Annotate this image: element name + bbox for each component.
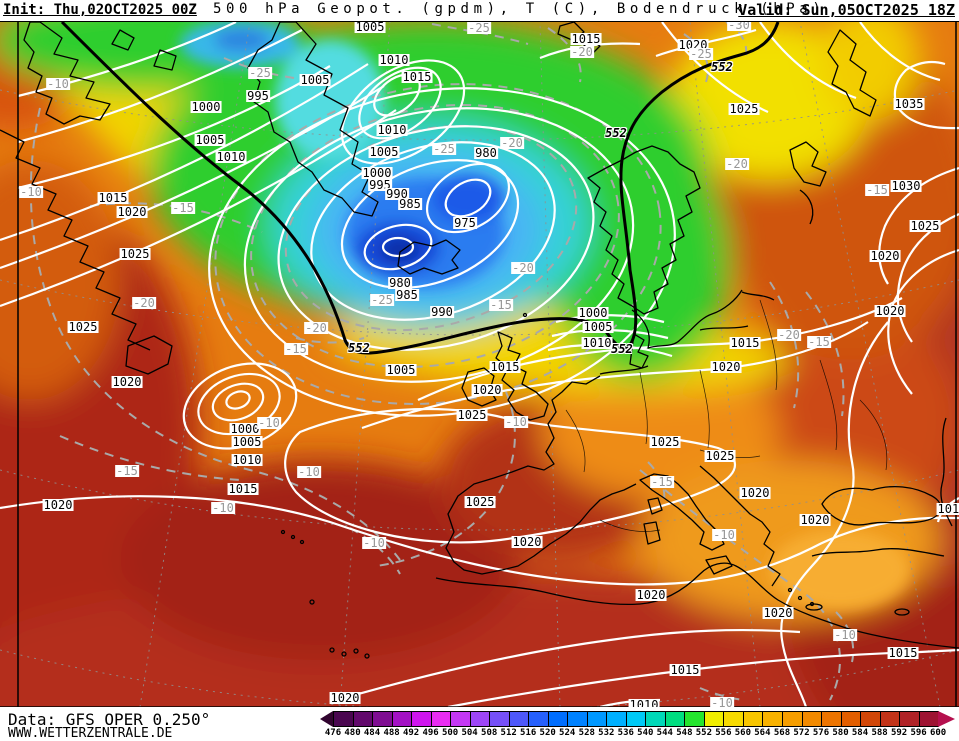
colorbar-segment bbox=[840, 711, 861, 727]
colorbar-segment bbox=[489, 711, 510, 727]
colorbar-value: 592 bbox=[890, 728, 908, 738]
colorbar-segment bbox=[625, 711, 647, 727]
colorbar-segment bbox=[372, 711, 393, 727]
map-title: 500 hPa Geopot. (gpdm), T (C), Bodendruc… bbox=[213, 1, 826, 17]
colorbar-segment bbox=[528, 711, 549, 727]
colorbar-value: 552 bbox=[695, 728, 713, 738]
colorbar-segment bbox=[801, 711, 822, 727]
colorbar-segment bbox=[567, 711, 588, 727]
colorbar-segment bbox=[742, 711, 764, 727]
colorbar-segment bbox=[782, 711, 803, 727]
colorbar-segment bbox=[664, 711, 686, 727]
colorbar-segment bbox=[411, 711, 432, 727]
colorbar-value: 556 bbox=[715, 728, 732, 738]
init-time-label: Init: Thu,02OCT2025 00Z bbox=[3, 2, 197, 18]
valid-time-label: Valid: Sun,05OCT2025 18Z bbox=[738, 1, 955, 19]
colorbar-segment bbox=[508, 711, 530, 727]
colorbar-segment bbox=[918, 711, 940, 727]
colorbar-segment bbox=[606, 711, 627, 727]
colorbar-value: 492 bbox=[402, 728, 420, 738]
colorbar-value: 520 bbox=[539, 728, 556, 738]
colorbar-value: 568 bbox=[773, 728, 791, 738]
colorbar-value: 560 bbox=[734, 728, 752, 738]
colorbar-segment bbox=[547, 711, 569, 727]
colorbar-value: 512 bbox=[500, 728, 517, 738]
colorbar-segment bbox=[762, 711, 783, 727]
colorbar-value: 476 bbox=[324, 728, 342, 738]
colorbar-segment bbox=[879, 711, 901, 727]
colorbar-segment bbox=[899, 711, 920, 727]
colorbar-left-arrow bbox=[320, 711, 333, 727]
colorbar-segment bbox=[450, 711, 471, 727]
colorbar-value: 528 bbox=[578, 728, 595, 738]
colorbar-value: 544 bbox=[656, 728, 673, 738]
country-borders bbox=[565, 299, 888, 532]
colorbar-value: 484 bbox=[363, 728, 381, 738]
colorbar-value: 524 bbox=[559, 728, 576, 738]
colorbar-segment bbox=[703, 711, 725, 727]
colorbar-value: 584 bbox=[851, 728, 869, 738]
colorbar-segment bbox=[645, 711, 666, 727]
colorbar-value: 564 bbox=[754, 728, 771, 738]
geopotential-contours bbox=[0, 21, 959, 707]
colorbar-value: 580 bbox=[832, 728, 849, 738]
colorbar-value: 532 bbox=[598, 728, 615, 738]
colorbar-value: 572 bbox=[793, 728, 810, 738]
colorbar-segment bbox=[684, 711, 705, 727]
colorbar-segment bbox=[860, 711, 881, 727]
colorbar-value: 536 bbox=[617, 728, 634, 738]
colorbar-value: 540 bbox=[637, 728, 654, 738]
colorbar-segment bbox=[469, 711, 491, 727]
data-source-label: Data: GFS OPER 0.250° bbox=[8, 710, 211, 729]
colorbar-segment bbox=[430, 711, 452, 727]
colorbar-segment bbox=[723, 711, 744, 727]
colorbar-segment bbox=[586, 711, 608, 727]
colorbar-value: 596 bbox=[910, 728, 927, 738]
colorbar-segment bbox=[391, 711, 413, 727]
colorbar-value: 576 bbox=[812, 728, 830, 738]
colorbar-segment bbox=[333, 711, 354, 727]
colorbar-value: 508 bbox=[481, 728, 498, 738]
header-bar: Init: Thu,02OCT2025 00Z 500 hPa Geopot. … bbox=[0, 0, 959, 22]
colorbar-segment bbox=[352, 711, 373, 727]
colorbar-value: 480 bbox=[344, 728, 361, 738]
colorbar-value: 588 bbox=[871, 728, 888, 738]
colorbar-value: 504 bbox=[461, 728, 478, 738]
website-label: WWW.WETTERZENTRALE.DE bbox=[8, 726, 173, 741]
colorbar-value: 488 bbox=[383, 728, 400, 738]
footer-bar: Data: GFS OPER 0.250° WWW.WETTERZENTRALE… bbox=[0, 707, 959, 741]
colorbar-value: 548 bbox=[676, 728, 693, 738]
colorbar-value: 516 bbox=[520, 728, 537, 738]
colorbar-value: 496 bbox=[422, 728, 439, 738]
colorbar-segment bbox=[821, 711, 842, 727]
colorbar-value: 500 bbox=[441, 728, 459, 738]
colorbar-right-arrow bbox=[938, 711, 956, 727]
colorbar-value: 600 bbox=[929, 728, 947, 738]
